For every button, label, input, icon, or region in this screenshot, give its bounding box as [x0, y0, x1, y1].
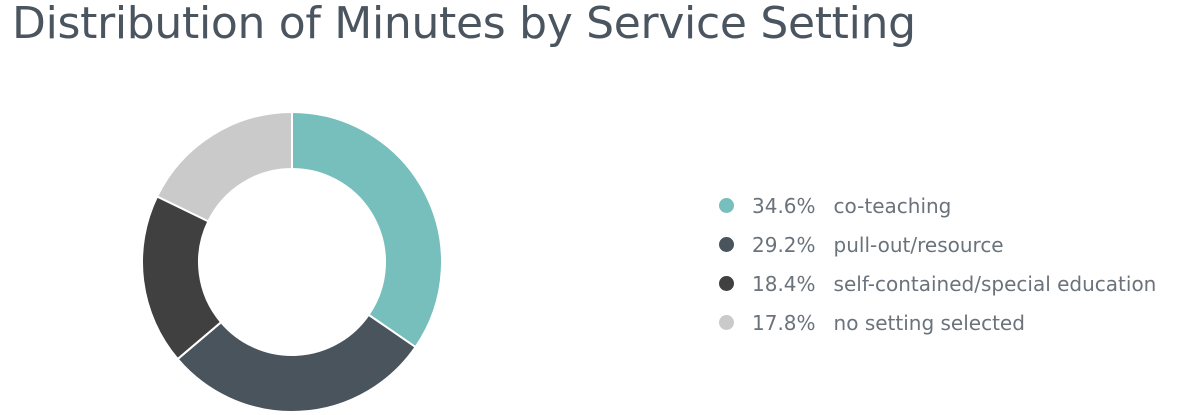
donut-slice[interactable] — [155, 110, 293, 223]
donut-slice[interactable] — [291, 110, 443, 349]
legend-item[interactable]: 34.6% co-teaching — [719, 186, 1156, 225]
legend-swatch — [719, 198, 734, 213]
chart-legend: 34.6% co-teaching 29.2% pull-out/resourc… — [719, 186, 1156, 342]
legend-percentage: 34.6% — [752, 193, 816, 218]
legend-percentage: 18.4% — [752, 271, 816, 296]
legend-item[interactable]: 18.4% self-contained/special education — [719, 264, 1156, 303]
donut-slices — [141, 110, 443, 413]
legend-swatch — [719, 237, 734, 252]
donut-chart — [141, 110, 443, 413]
legend-label: self-contained/special education — [833, 271, 1157, 296]
legend-swatch — [719, 276, 734, 291]
legend-item[interactable]: 29.2% pull-out/resource — [719, 225, 1156, 264]
legend-label: co-teaching — [833, 193, 952, 218]
chart-title: Distribution of Minutes by Service Setti… — [12, 0, 916, 49]
legend-label: pull-out/resource — [833, 232, 1004, 257]
legend-swatch — [719, 315, 734, 330]
legend-item[interactable]: 17.8% no setting selected — [719, 303, 1156, 342]
legend-percentage: 17.8% — [752, 310, 816, 335]
legend-label: no setting selected — [833, 310, 1025, 335]
donut-slice[interactable] — [176, 313, 417, 413]
legend-percentage: 29.2% — [752, 232, 816, 257]
